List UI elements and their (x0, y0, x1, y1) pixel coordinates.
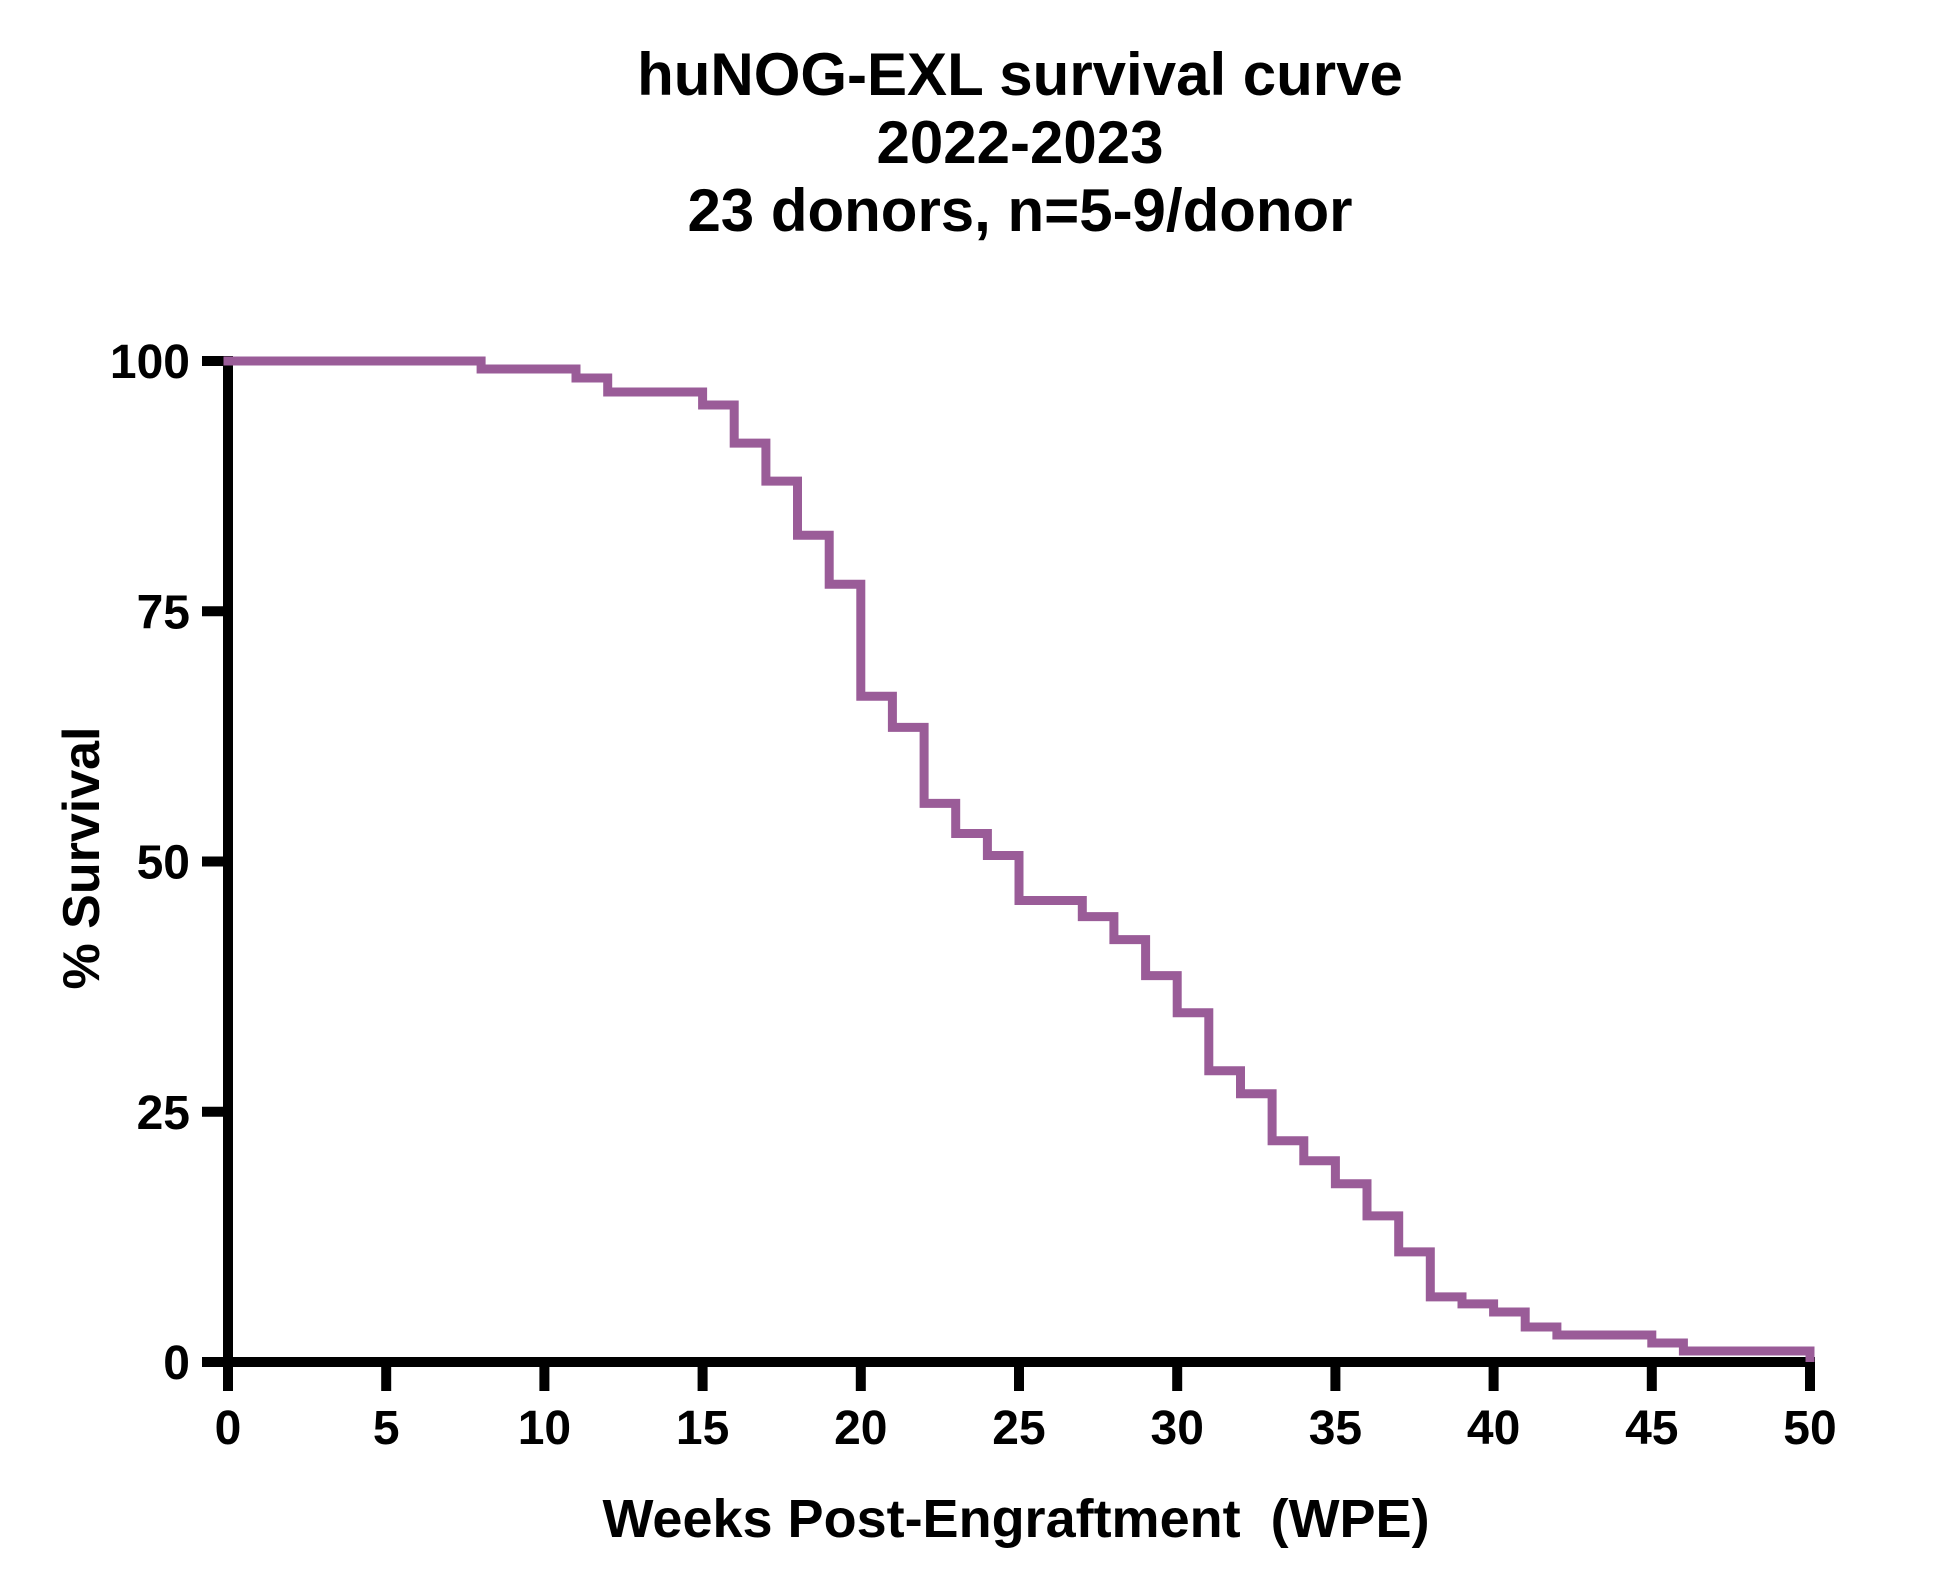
x-tick-label: 40 (1467, 1402, 1520, 1455)
y-tick-label: 25 (137, 1087, 190, 1140)
x-tick-label: 50 (1783, 1402, 1836, 1455)
chart-title-line3: 23 donors, n=5-9/donor (687, 177, 1353, 244)
kaplan-meier-step-path (223, 356, 1815, 1362)
y-tick-label: 75 (137, 586, 190, 639)
y-tick-label: 0 (163, 1337, 190, 1390)
x-axis-title: Weeks Post-Engraftment (WPE) (602, 1489, 1430, 1549)
x-tick-label: 15 (676, 1402, 729, 1455)
y-tick-label: 100 (110, 336, 190, 389)
survival-curve (223, 356, 1815, 1362)
x-tick-label: 0 (215, 1402, 242, 1455)
axes (202, 356, 1815, 1391)
y-axis-title: % Survival (53, 726, 111, 990)
x-tick-label: 35 (1309, 1402, 1362, 1455)
chart-title: huNOG-EXL survival curve 2022-2023 23 do… (86, 41, 1954, 245)
x-tick-label: 10 (518, 1402, 571, 1455)
x-tick-label: 25 (992, 1402, 1045, 1455)
x-tick-label: 45 (1625, 1402, 1678, 1455)
x-tick-label: 5 (373, 1402, 400, 1455)
x-tick-label: 30 (1151, 1402, 1204, 1455)
x-tick-label: 20 (834, 1402, 887, 1455)
y-tick-label: 50 (137, 837, 190, 890)
chart-title-line2: 2022-2023 (876, 109, 1164, 176)
tick-labels: 0 5 10 15 20 25 30 35 40 45 50 0 25 50 75 100 (110, 336, 1837, 1455)
chart-title-line1: huNOG-EXL survival curve (637, 41, 1403, 108)
